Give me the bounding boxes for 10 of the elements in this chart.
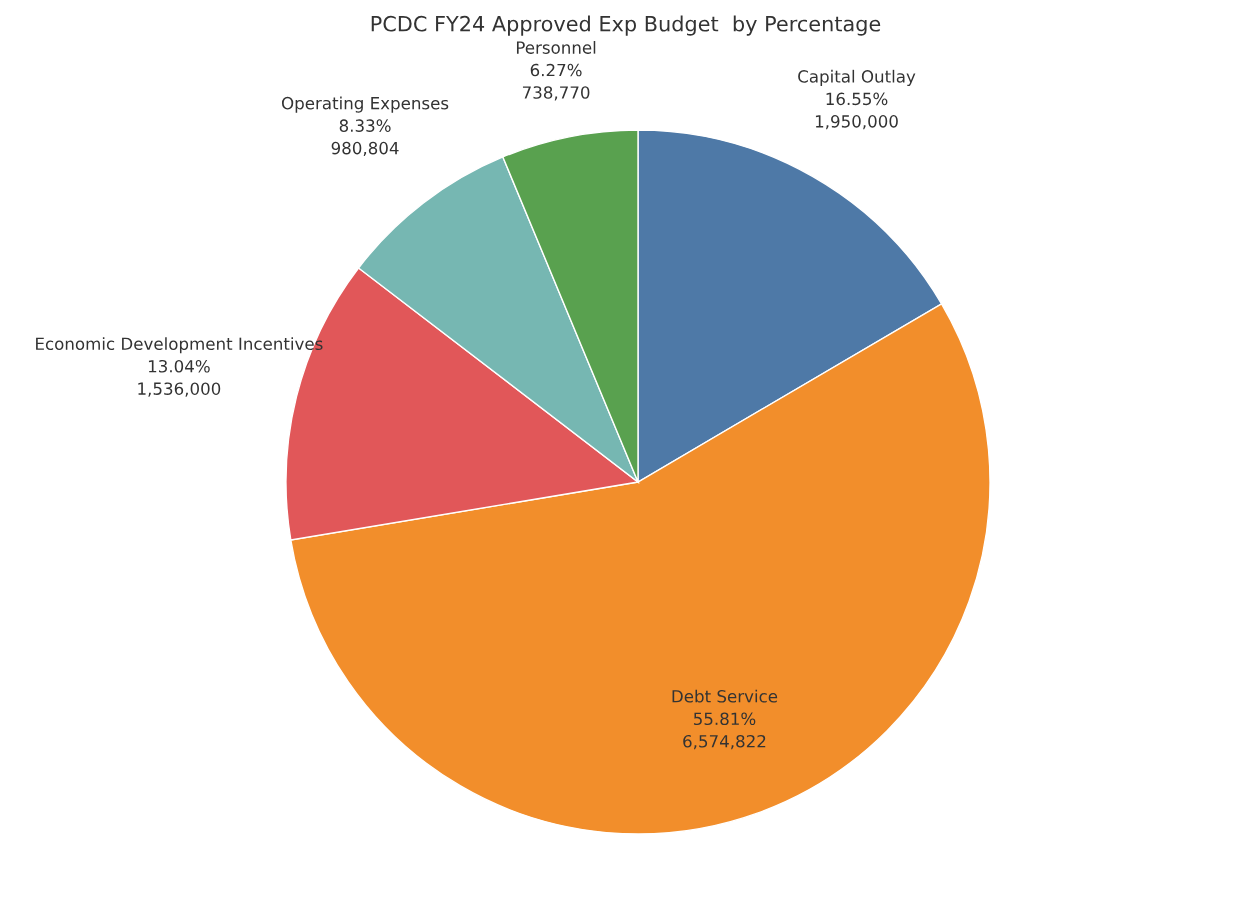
slice-label: Operating Expenses [281,96,449,113]
slice-label: Personnel [516,40,596,54]
data-label: 13.04% 1,536,000 [138,359,221,397]
slice-label: Debt Service [672,689,778,703]
chart-title: PCDC FY24 Approved Exp Budget by Percentage [371,15,881,36]
data-label: 16.55% 1,950,000 [815,92,898,130]
slice-label: Capital Outlay [798,69,916,86]
data-label: 6.27% 738,770 [522,63,590,101]
data-label: 55.81% 6,574,822 [683,712,766,750]
data-label: 8.33% 980,804 [331,119,399,157]
